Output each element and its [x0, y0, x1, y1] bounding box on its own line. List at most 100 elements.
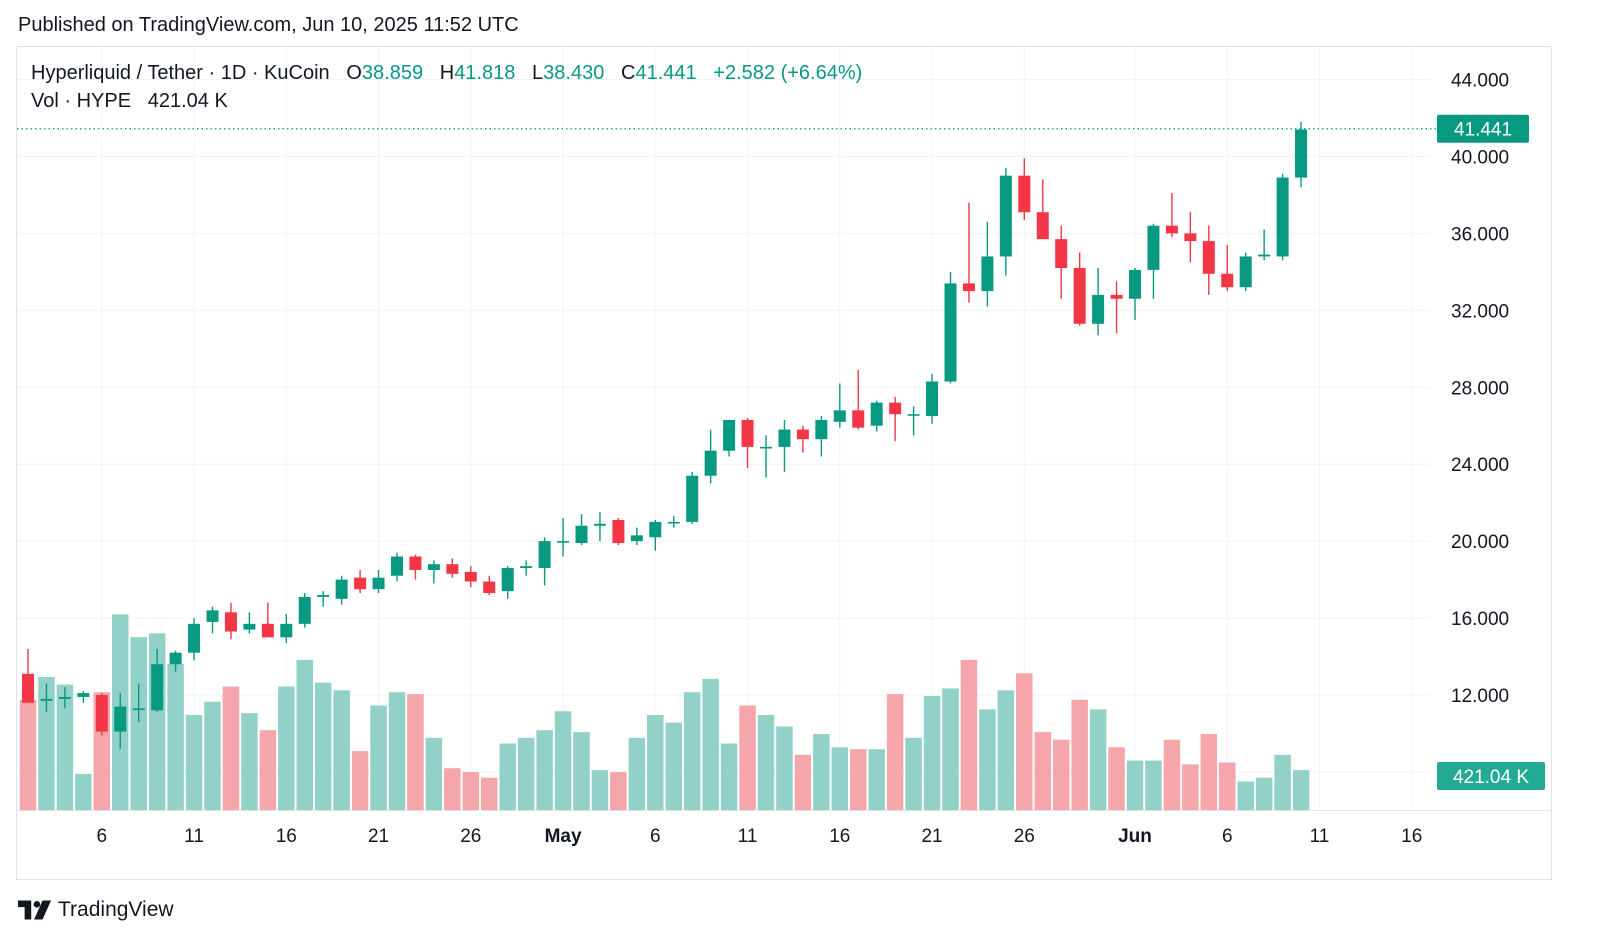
candle-body — [520, 566, 533, 569]
volume-bar — [665, 722, 682, 810]
candle-body — [889, 402, 902, 415]
volume-bar — [776, 726, 793, 810]
candle — [1129, 267, 1141, 320]
time-tick: 21 — [921, 826, 942, 847]
open-label: O — [346, 62, 362, 84]
volume-value: 421.04 K — [147, 90, 228, 112]
volume-bar — [923, 696, 941, 810]
candle-body — [852, 410, 865, 428]
candle-body — [667, 521, 680, 524]
low-label: L — [532, 62, 544, 84]
volume-bar — [388, 692, 406, 810]
candle — [575, 514, 588, 545]
open-value: 38.859 — [361, 62, 424, 84]
tradingview-logo-icon — [18, 900, 52, 920]
candle — [483, 575, 496, 595]
candle-body — [1295, 129, 1308, 178]
time-axis: 6 11 16 21 26 May 6 11 16 21 26 Jun 6 11 16 — [97, 826, 1423, 847]
high-label: H — [439, 62, 455, 84]
candle-body — [704, 450, 717, 476]
close-value: 41.441 — [635, 62, 697, 84]
candle-body — [778, 429, 791, 447]
candle — [1202, 225, 1215, 295]
candle — [630, 527, 643, 545]
candle — [981, 221, 994, 307]
candle — [409, 554, 422, 580]
candle-body — [612, 519, 625, 544]
candle-body — [630, 535, 643, 542]
candle-body — [372, 577, 385, 590]
candle — [1258, 229, 1271, 261]
candle-body — [962, 283, 975, 292]
candle-body — [1239, 256, 1252, 288]
volume-bars — [19, 614, 1310, 810]
candle-body — [317, 594, 330, 597]
candle — [796, 425, 809, 453]
volume-bar — [19, 699, 37, 810]
tradingview-footer[interactable]: TradingView — [18, 898, 174, 922]
candle-body — [243, 623, 256, 630]
candle — [778, 419, 791, 472]
volume-bar — [591, 770, 609, 810]
candle — [372, 569, 385, 594]
volume-bar — [1016, 673, 1033, 810]
volume-bar — [130, 637, 147, 810]
volume-bar — [1071, 699, 1088, 810]
time-tick: May — [545, 826, 582, 847]
candle-body — [833, 410, 846, 422]
volume-bar — [831, 747, 849, 810]
candle-body — [981, 256, 994, 292]
candle-body — [593, 523, 606, 526]
candle — [1276, 173, 1289, 261]
time-tick: 6 — [650, 826, 661, 847]
candle — [58, 687, 71, 709]
volume-bar — [1274, 754, 1291, 810]
candle — [261, 602, 274, 638]
volume-bar — [1219, 762, 1236, 810]
candle — [169, 650, 182, 672]
time-tick: 11 — [738, 826, 758, 847]
candle-body — [1129, 269, 1141, 299]
chart-panel — [16, 46, 1552, 880]
volume-bar — [794, 754, 812, 810]
candle-body — [354, 577, 367, 590]
volume-bar — [683, 692, 701, 810]
volume-bar — [979, 709, 996, 810]
time-tick: 16 — [276, 826, 297, 847]
volume-bar — [1182, 764, 1199, 810]
candle-body — [483, 581, 496, 594]
volume-bar — [905, 737, 922, 810]
candle — [501, 566, 514, 599]
price-tick: 24.000 — [1451, 455, 1509, 476]
candle — [77, 691, 90, 703]
time-tick: 11 — [184, 826, 204, 847]
candle — [1055, 225, 1068, 299]
volume-bar — [222, 686, 240, 810]
volume-bar — [1237, 781, 1254, 810]
candle-body — [741, 419, 754, 447]
time-tick: 11 — [1310, 826, 1330, 847]
time-tick: 26 — [460, 826, 481, 847]
last-price-badge-text: 41.441 — [1454, 120, 1512, 141]
candle — [206, 606, 219, 634]
candle — [649, 519, 662, 551]
candle — [132, 683, 145, 722]
candle — [1110, 281, 1123, 334]
candle — [40, 683, 53, 713]
candle-body — [760, 446, 772, 449]
last-volume-badge-text: 421.04 K — [1453, 767, 1529, 788]
volume-bar — [444, 768, 461, 810]
candle — [667, 516, 680, 528]
volume-bar — [1034, 732, 1051, 810]
candle-body — [1276, 177, 1289, 257]
volume-bar — [38, 677, 55, 810]
candle-body — [1092, 294, 1105, 324]
candle — [741, 418, 754, 469]
volume-bar — [1255, 777, 1273, 810]
volume-bar — [868, 749, 885, 810]
candle — [280, 614, 293, 644]
candle — [1239, 252, 1252, 292]
candle — [870, 400, 883, 432]
candle-body — [206, 610, 219, 622]
